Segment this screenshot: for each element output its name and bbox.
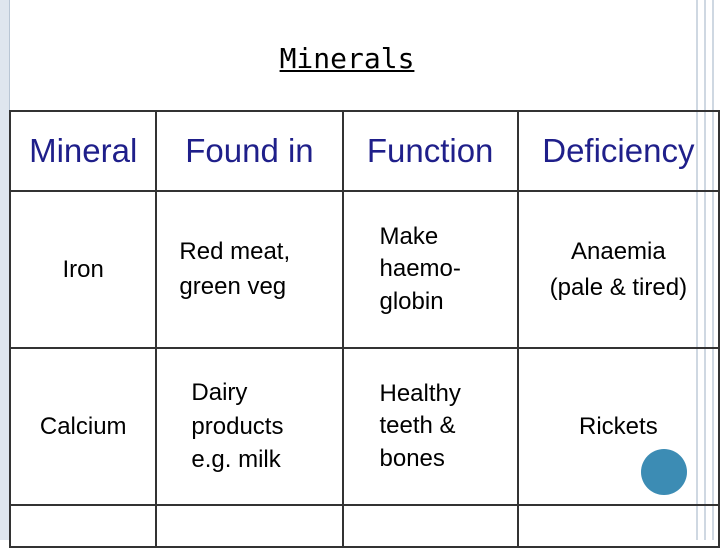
- cell-deficiency: Rickets: [516, 347, 720, 506]
- cell-function: Healthy teeth & bones: [341, 347, 519, 506]
- table-row: Calcium Dairy products e.g. milk Healthy…: [8, 347, 720, 506]
- table-row-empty: [8, 504, 720, 548]
- table-header-row: Mineral Found in Function Deficiency: [8, 110, 720, 192]
- cell-mineral: Calcium: [8, 347, 158, 506]
- cell-mineral: Iron: [8, 190, 158, 349]
- header-function: Function: [341, 110, 519, 192]
- cell-function: Make haemo- globin: [341, 190, 519, 349]
- header-mineral: Mineral: [8, 110, 158, 192]
- slide-navigation-dot[interactable]: [641, 449, 687, 495]
- minerals-table: Mineral Found in Function Deficiency Iro…: [8, 110, 720, 548]
- table-row: Iron Red meat, green veg Make haemo- glo…: [8, 190, 720, 349]
- header-found-in: Found in: [155, 110, 344, 192]
- cell-found-in: Dairy products e.g. milk: [155, 347, 344, 506]
- cell-found-in: Red meat, green veg: [155, 190, 344, 349]
- slide-title: Minerals: [279, 42, 415, 75]
- cell-deficiency: Anaemia (pale & tired): [516, 190, 720, 349]
- header-deficiency: Deficiency: [516, 110, 720, 192]
